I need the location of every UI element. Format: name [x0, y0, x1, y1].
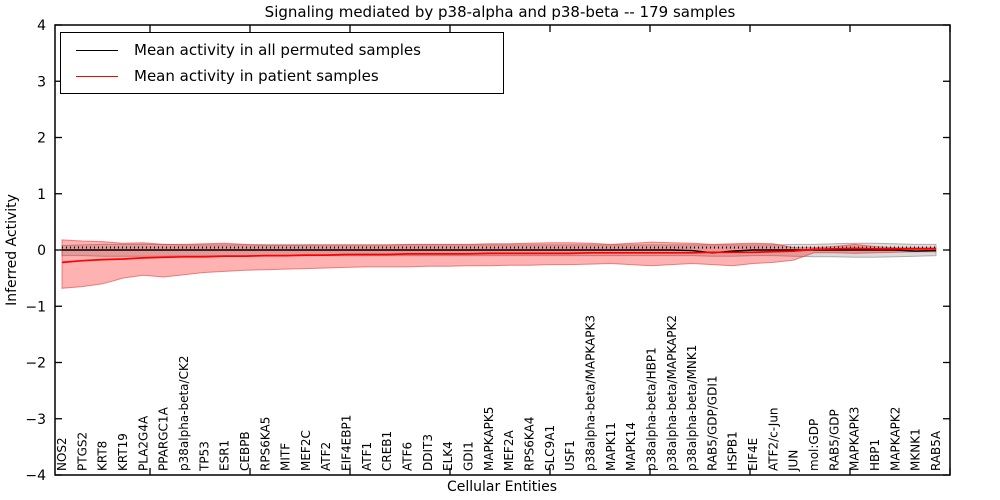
category-label: RAB5/GDP/GDI1: [705, 375, 719, 471]
category-label: MAPK14: [624, 422, 638, 471]
category-label: ELK4: [441, 441, 455, 471]
category-label: MEF2A: [502, 430, 516, 471]
y-tick-label: −1: [25, 299, 46, 315]
y-tick-label: 3: [37, 74, 46, 90]
category-label: KRT8: [96, 441, 110, 471]
legend-entry-permuted: Mean activity in all permuted samples: [61, 41, 503, 59]
category-label: p38alpha-beta/MAPKAPK2: [665, 315, 679, 471]
category-label: PLA2G4A: [136, 415, 150, 471]
category-label: GDI1: [462, 441, 476, 471]
patient-line-sample-icon: [76, 75, 118, 77]
category-label: PPARGC1A: [157, 406, 171, 471]
category-label: mol:GDP: [807, 419, 821, 471]
category-label: p38alpha-beta/MAPKAPK3: [584, 315, 598, 471]
category-label: MEF2C: [299, 430, 313, 471]
category-label: MAPKAPK3: [848, 407, 862, 471]
category-label: ATF2/c-Jun: [766, 407, 780, 471]
category-label: ATF2: [319, 442, 333, 471]
patient-mean-line: [61, 247, 936, 264]
category-label: TP53: [197, 441, 211, 472]
legend-label-permuted: Mean activity in all permuted samples: [134, 41, 421, 59]
category-label: EIF4EBP1: [340, 415, 354, 471]
y-tick-label: −4: [25, 468, 46, 484]
category-label: CREB1: [380, 431, 394, 471]
category-label: ATF6: [401, 442, 415, 471]
y-tick-label: 2: [37, 131, 46, 147]
category-label: MITF: [279, 443, 293, 471]
category-label: NOS2: [55, 437, 69, 471]
category-label: p38alpha-beta/MNK1: [685, 345, 699, 471]
y-tick-label: 0: [37, 243, 46, 259]
category-label: ESR1: [218, 440, 232, 471]
category-label: MAPKAPK5: [482, 407, 496, 471]
category-label: p38alpha-beta/CK2: [177, 356, 191, 471]
category-label: RPS6KA4: [523, 417, 537, 471]
category-label: DDIT3: [421, 434, 435, 471]
category-label: EIF4E: [746, 438, 760, 471]
category-label: MAPK11: [604, 422, 618, 471]
category-label: HBP1: [868, 439, 882, 471]
category-label: KRT19: [116, 433, 130, 471]
permuted-mean-line: [62, 249, 937, 254]
y-axis-label: Inferred Activity: [4, 194, 20, 306]
category-label: HSPB1: [726, 431, 740, 471]
category-label: MAPKAPK2: [888, 407, 902, 471]
category-label: PTGS2: [75, 432, 89, 471]
y-tick-label: 1: [37, 187, 46, 203]
category-label: JUN: [787, 450, 801, 472]
category-label: RPS6KA5: [258, 417, 272, 471]
y-tick-label: −2: [25, 356, 46, 372]
category-label: RAB5A: [929, 430, 943, 471]
category-label: RAB5/GDP: [827, 409, 841, 471]
legend-entry-patient: Mean activity in patient samples: [61, 67, 503, 85]
category-label: p38alpha-beta/HBP1: [644, 347, 658, 471]
category-label: MKNK1: [909, 428, 923, 471]
y-tick-label: −3: [25, 412, 46, 428]
y-tick-label: 4: [37, 18, 46, 34]
x-axis-label: Cellular Entities: [446, 479, 558, 495]
legend-label-patient: Mean activity in patient samples: [134, 67, 379, 85]
category-label: SLC9A1: [543, 425, 557, 471]
chart-title: Signaling mediated by p38-alpha and p38-…: [264, 3, 736, 21]
permuted-line-sample-icon: [76, 49, 118, 51]
category-label: CEBPB: [238, 431, 252, 471]
category-label: USF1: [563, 440, 577, 471]
legend: Mean activity in all permuted samples Me…: [60, 32, 504, 94]
category-label: ATF1: [360, 442, 374, 471]
